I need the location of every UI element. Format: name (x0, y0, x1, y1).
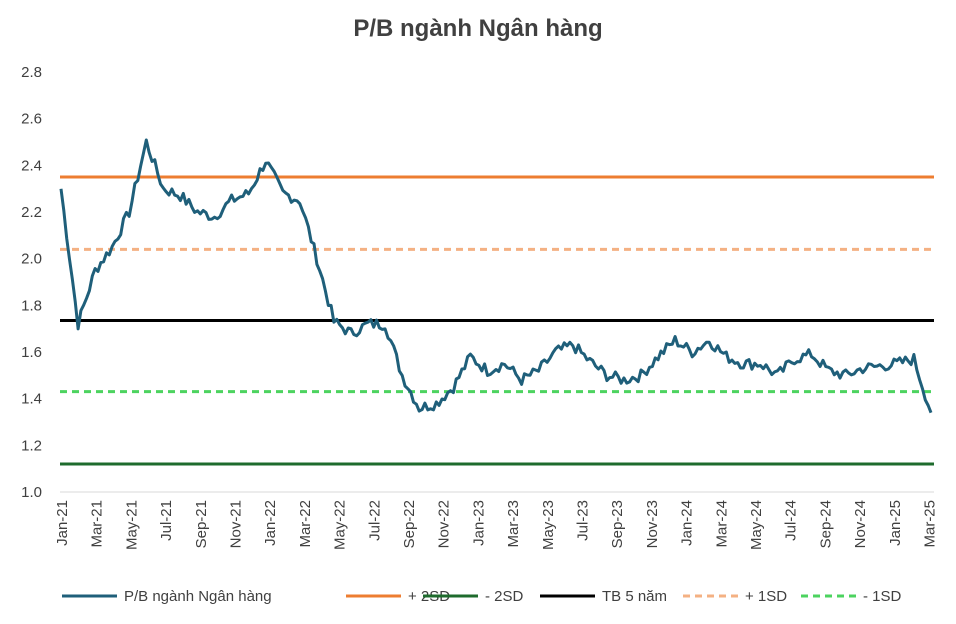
x-tick-label: Sep-22 (401, 500, 418, 548)
y-tick-label: 2.6 (21, 111, 42, 128)
x-tick-label: Sep-23 (609, 500, 626, 548)
legend-label: - 1SD (863, 588, 902, 605)
x-tick-label: May-23 (540, 500, 557, 550)
x-tick-label: Jan-22 (262, 500, 279, 546)
legend-label: P/B ngành Ngân hàng (124, 588, 272, 605)
x-tick-label: Nov-23 (644, 500, 661, 548)
x-tick-label: May-22 (332, 500, 349, 550)
reference-lines (60, 175, 934, 466)
x-tick-label: Nov-24 (852, 500, 869, 548)
x-tick-label: Jan-23 (470, 500, 487, 546)
x-tick-label: Sep-21 (193, 500, 210, 548)
x-tick-label: Jan-21 (54, 500, 71, 546)
y-tick-label: 1.0 (21, 484, 42, 501)
x-tick-label: Mar-21 (89, 500, 106, 548)
y-tick-label: 2.4 (21, 157, 42, 174)
x-tick-label: Nov-22 (436, 500, 453, 548)
x-tick-label: Jul-22 (366, 500, 383, 541)
y-tick-label: 1.8 (21, 297, 42, 314)
x-tick-label: Mar-23 (505, 500, 522, 548)
y-tick-label: 1.6 (21, 344, 42, 361)
x-tick-label: Mar-22 (297, 500, 314, 548)
x-tick-label: Jul-24 (783, 500, 800, 541)
y-tick-label: 2.8 (21, 64, 42, 81)
y-tick-label: 1.4 (21, 391, 42, 408)
x-tick-label: May-21 (123, 500, 140, 550)
x-axis-ticks: Jan-21 Mar-21 May-21 Jul-21 Sep-21 Nov-21 Jan-… (54, 500, 939, 550)
chart-title: P/B ngành Ngân hàng (353, 15, 602, 42)
x-tick-label: Jan-25 (887, 500, 904, 546)
series-line-pb (59, 138, 933, 414)
x-tick-label: Nov-21 (228, 500, 245, 548)
x-tick-label: May-24 (748, 500, 765, 550)
x-tick-label: Mar-25 (922, 500, 939, 548)
y-tick-label: 1.2 (21, 437, 42, 454)
y-tick-label: 2.2 (21, 204, 42, 221)
x-tick-label: Jan-24 (679, 500, 696, 546)
x-tick-label: Sep-24 (817, 500, 834, 548)
y-tick-label: 2.0 (21, 251, 42, 268)
x-tick-label: Jul-21 (158, 500, 175, 541)
legend: P/B ngành Ngân hàng + 2SD - 2SD TB 5 năm + 1… (62, 588, 902, 605)
series-lines (59, 138, 933, 414)
x-tick-label: Mar-24 (713, 500, 730, 548)
legend-label: TB 5 năm (602, 588, 667, 605)
y-axis-ticks: 1.0 1.2 1.4 1.6 1.8 2.0 2.2 2.4 2.6 2.8 (21, 64, 42, 501)
legend-label: - 2SD (485, 588, 524, 605)
x-tick-label: Jul-23 (575, 500, 592, 541)
legend-label: + 1SD (745, 588, 787, 605)
